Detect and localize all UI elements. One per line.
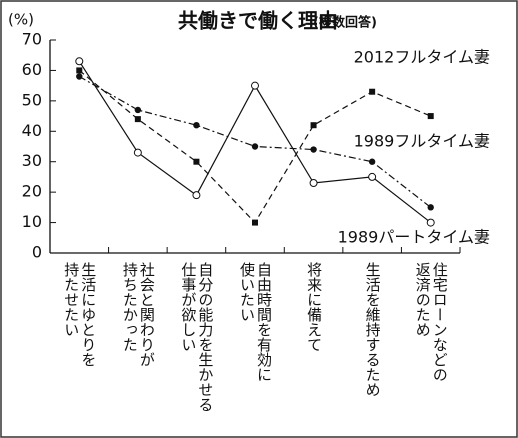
y-axis-label: (%) xyxy=(8,11,34,29)
point xyxy=(427,113,434,120)
chart-subtitle: (複数回答) xyxy=(313,15,377,31)
point xyxy=(134,116,141,123)
x-tick-label: 将来に備えて xyxy=(305,262,324,352)
x-tick-label: 生活を維持するため xyxy=(363,262,382,397)
series-label: 1989パートタイム妻 xyxy=(338,228,490,247)
series-label-bg xyxy=(335,227,492,247)
series-label-bg xyxy=(351,47,492,67)
y-tick-label: 0 xyxy=(32,243,42,262)
point xyxy=(76,67,83,74)
x-tick-label: 住宅ローンなどの 返済のため xyxy=(413,262,449,382)
x-tick-label: 生活にゆとりを 持たせたい xyxy=(62,262,98,367)
x-tick-label: 自由時間を有効に 使いたい xyxy=(238,262,273,382)
point xyxy=(193,158,200,165)
y-tick-label: 20 xyxy=(22,182,42,201)
point xyxy=(369,88,376,95)
series-label: 2012フルタイム妻 xyxy=(354,48,490,67)
point xyxy=(251,143,259,150)
point xyxy=(368,172,377,181)
y-tick-label: 30 xyxy=(22,151,42,170)
point xyxy=(309,179,318,188)
y-tick-label: 70 xyxy=(22,30,42,49)
point xyxy=(251,81,259,90)
x-tick-label: 自分の能力を生かせる 仕事が欲しい xyxy=(179,262,215,412)
point xyxy=(252,219,258,226)
point xyxy=(193,122,200,129)
y-tick-label: 40 xyxy=(22,121,42,140)
point xyxy=(76,73,83,80)
point xyxy=(427,204,434,211)
point xyxy=(192,191,201,200)
series-label: 1989フルタイム妻 xyxy=(354,132,490,151)
series-label-bg xyxy=(351,131,492,151)
point xyxy=(426,218,435,227)
point xyxy=(310,146,317,153)
point xyxy=(133,148,142,157)
point xyxy=(368,158,376,165)
y-tick-label: 10 xyxy=(22,212,42,231)
y-tick-label: 60 xyxy=(22,60,42,79)
y-tick-label: 50 xyxy=(22,90,42,109)
chart-title: 共働きで働く理由 xyxy=(178,9,338,33)
point xyxy=(310,122,317,129)
point xyxy=(134,106,142,114)
x-tick-label: 社会と関わりが 持ちたかった xyxy=(120,262,156,367)
point xyxy=(75,57,84,66)
